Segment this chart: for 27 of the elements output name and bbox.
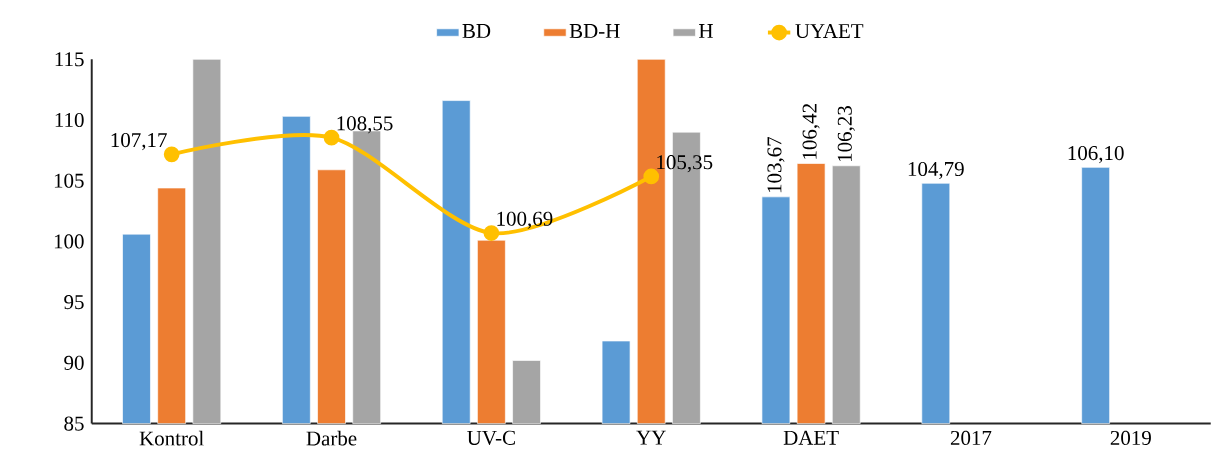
data-label: 106,23	[837, 106, 855, 162]
data-label: 106,10	[1068, 146, 1124, 164]
data-label: 104,79	[908, 162, 964, 180]
data-label: 100,69	[497, 211, 553, 229]
data-label: 105,35	[657, 155, 713, 173]
y-tick-label: 105	[54, 173, 84, 188]
data-label: 108,55	[337, 116, 393, 134]
y-tick-label: 85	[64, 416, 84, 431]
legend-label: BD-H	[569, 24, 620, 39]
data-label: 103,67	[767, 137, 785, 193]
x-tick-label: 2017	[950, 430, 992, 446]
x-tick-label: UV-C	[467, 430, 515, 446]
y-tick-label: 110	[55, 113, 84, 128]
x-tick-label: 2019	[1110, 430, 1151, 446]
x-tick-label: Kontrol	[139, 430, 204, 446]
y-tick-label: 95	[64, 295, 84, 310]
data-label: 106,42	[802, 104, 820, 159]
x-tick-label: DAET	[783, 430, 839, 445]
y-tick-label: 90	[64, 355, 84, 371]
legend-label: UYAET	[795, 24, 864, 39]
x-tick-label: YY	[636, 430, 666, 445]
legend-label: BD	[462, 24, 491, 39]
x-tick-label: Darbe	[306, 430, 357, 446]
data-label: 107,17	[111, 133, 167, 151]
y-tick-label: 100	[54, 234, 84, 249]
legend-label: H	[699, 24, 713, 38]
y-tick-label: 115	[55, 52, 84, 67]
